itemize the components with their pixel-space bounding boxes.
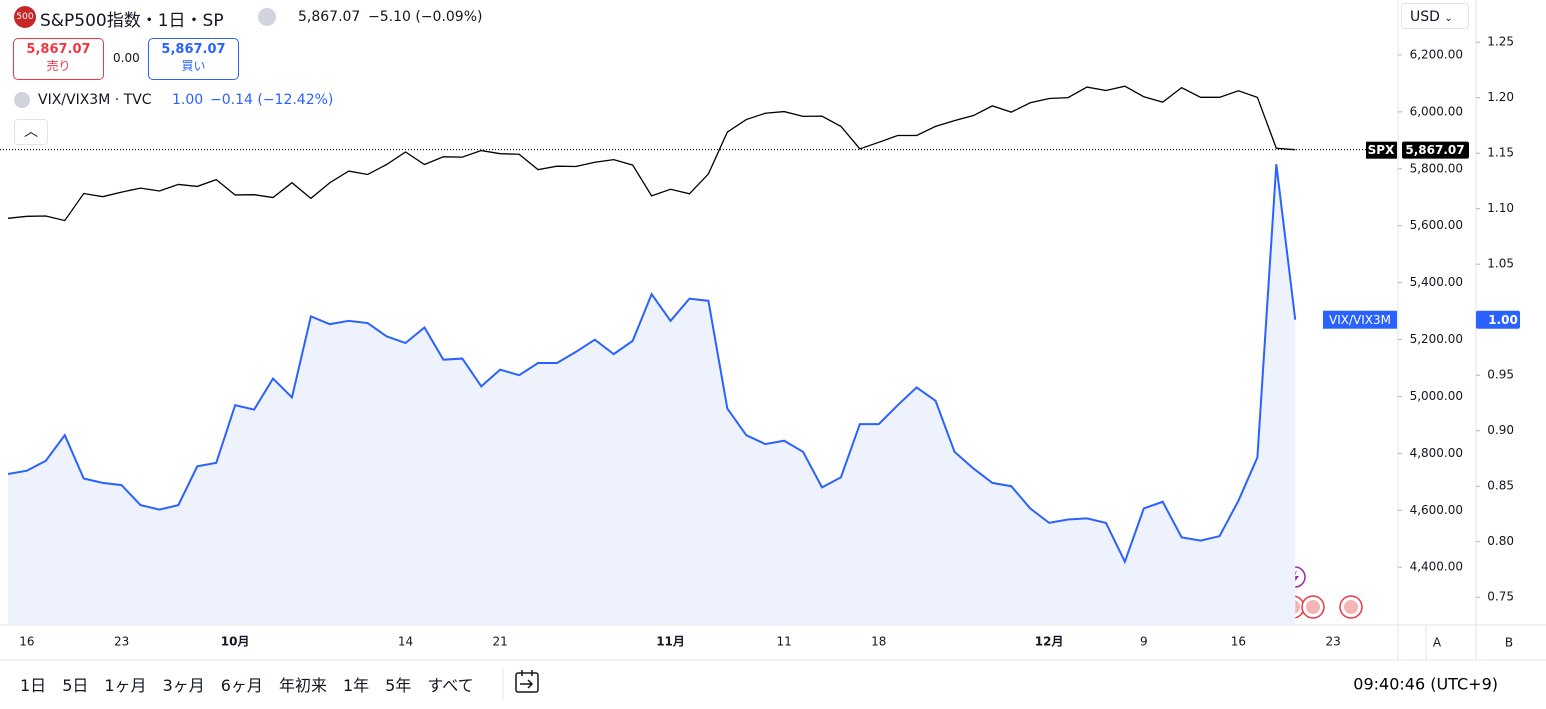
timeframe-button[interactable]: 5年 <box>385 676 412 695</box>
collapse-button[interactable]: ︿ <box>14 119 48 145</box>
price-tag <box>1476 310 1520 329</box>
price-label: 5,867.07 <box>1405 143 1464 157</box>
y2-tick-label: 0.80 <box>1487 534 1514 548</box>
calendar-icon[interactable] <box>515 670 539 693</box>
y-tick-label: 5,800.00 <box>1410 161 1463 175</box>
timeframe-button[interactable]: すべて <box>427 676 474 695</box>
y-tick-label: 5,000.00 <box>1410 389 1463 403</box>
x-tick-label: 10月 <box>221 635 250 649</box>
symbol-title[interactable]: S&P500指数・1日・SP <box>40 11 224 31</box>
price-tag <box>1402 141 1469 159</box>
timeframe-button[interactable]: 1年 <box>342 676 370 695</box>
buy-button[interactable]: 5,867.07 買い <box>148 38 239 80</box>
y2-tick-label: 1.05 <box>1487 257 1514 271</box>
y-tick-label: 4,400.00 <box>1410 560 1463 574</box>
x-tick-label: 12月 <box>1035 635 1064 649</box>
y-tick-label: 5,200.00 <box>1410 332 1463 346</box>
plot-area <box>7 85 1297 625</box>
sell-label: 売り <box>46 59 71 73</box>
x-tick-label: 14 <box>398 635 413 649</box>
sell-price: 5,867.07 <box>26 42 91 57</box>
y2-tick-label: 0.85 <box>1487 479 1514 493</box>
axis-button[interactable]: B <box>1505 636 1513 650</box>
x-tick-label: 16 <box>19 635 34 649</box>
y2-tick-label: 1.20 <box>1487 90 1514 104</box>
price-change: −5.10 (−0.09%) <box>368 9 483 25</box>
sell-button[interactable]: 5,867.07 売り <box>13 38 104 80</box>
y2-tick-label: 1.25 <box>1487 35 1514 49</box>
y2-tick-label: 0.95 <box>1487 368 1514 382</box>
timeframe-button[interactable]: 6ヶ月 <box>220 676 263 695</box>
overlay-change: −0.14 (−12.42%) <box>210 92 334 108</box>
spread: 0.00 <box>113 51 140 65</box>
timeframe-button[interactable]: 5日 <box>62 676 89 695</box>
series-name: SPX <box>1368 143 1395 157</box>
x-tick-label: 23 <box>1325 635 1340 649</box>
axis-button[interactable]: A <box>1433 636 1442 650</box>
timeframe-button[interactable]: 年初来 <box>278 676 327 695</box>
timeframe-button[interactable]: 3ヶ月 <box>162 676 205 695</box>
x-tick-label: 18 <box>871 635 886 649</box>
y2-tick-label: 0.75 <box>1487 590 1514 604</box>
buy-label: 買い <box>181 59 206 73</box>
y-tick-label: 5,600.00 <box>1410 218 1463 232</box>
x-tick-label: 23 <box>114 635 129 649</box>
currency-select[interactable]: USD ⌄ <box>1401 3 1469 29</box>
timeframe-button[interactable]: 1日 <box>20 676 47 695</box>
series-tag <box>1323 310 1397 329</box>
series-tag <box>1366 141 1397 159</box>
symbol-logo: 500 <box>14 6 36 28</box>
price-label: 1.00 <box>1488 313 1518 327</box>
last-price: 5,867.07 <box>298 9 361 25</box>
line <box>7 85 1296 222</box>
series-name: VIX/VIX3M <box>1329 313 1391 327</box>
y-tick-label: 4,800.00 <box>1410 446 1463 460</box>
y-tick-label: 4,600.00 <box>1410 503 1463 517</box>
overlay-icon <box>14 92 30 108</box>
y2-tick-label: 1.15 <box>1487 146 1514 160</box>
area <box>8 164 1296 625</box>
currency: USD <box>1410 9 1440 25</box>
clock: 09:40:46 (UTC+9) <box>1353 675 1498 694</box>
x-tick-label: 11月 <box>656 635 685 649</box>
buy-price: 5,867.07 <box>161 42 226 57</box>
overlay-value: 1.00 <box>172 92 204 108</box>
line <box>7 164 1297 565</box>
status-dot[interactable] <box>258 8 276 26</box>
y-tick-label: 5,400.00 <box>1410 275 1463 289</box>
x-tick-label: 9 <box>1140 635 1148 649</box>
y2-tick-label: 0.90 <box>1487 423 1514 437</box>
x-tick-label: 11 <box>776 635 791 649</box>
y2-tick-label: 1.10 <box>1487 201 1514 215</box>
y-tick-label: 6,200.00 <box>1410 47 1463 61</box>
x-tick-label: 16 <box>1231 635 1246 649</box>
y-tick-label: 6,000.00 <box>1410 104 1463 118</box>
x-tick-label: 21 <box>493 635 508 649</box>
overlay-name[interactable]: VIX/VIX3M · TVC <box>38 92 152 108</box>
timeframe-button[interactable]: 1ヶ月 <box>104 676 147 695</box>
